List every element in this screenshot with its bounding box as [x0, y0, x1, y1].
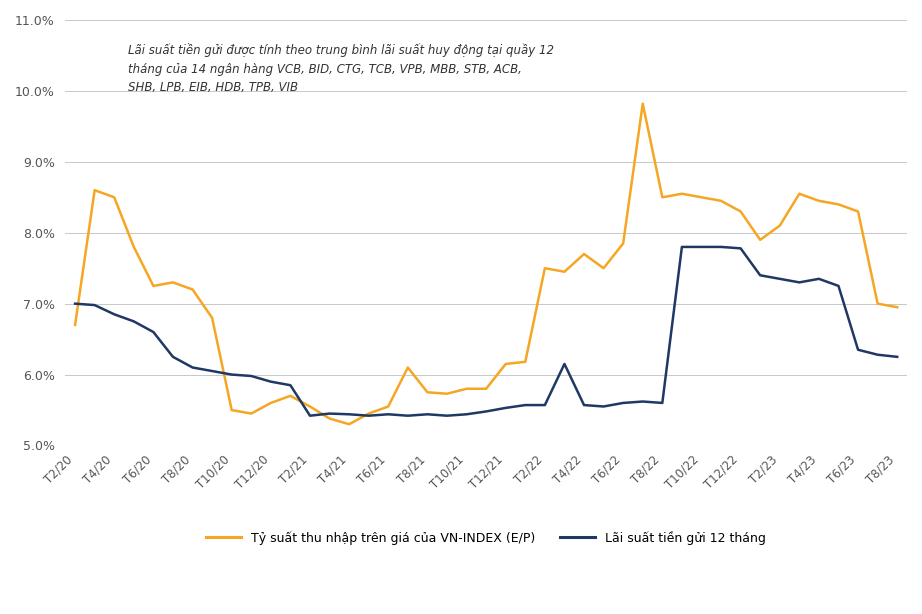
Legend: Tỷ suất thu nhập trên giá của VN-INDEX (E/P), Lãi suất tiền gửi 12 tháng: Tỷ suất thu nhập trên giá của VN-INDEX (… [201, 526, 771, 550]
Text: Lãi suất tiền gửi được tính theo trung bình lãi suất huy động tại quầy 12
tháng : Lãi suất tiền gửi được tính theo trung b… [128, 44, 554, 95]
